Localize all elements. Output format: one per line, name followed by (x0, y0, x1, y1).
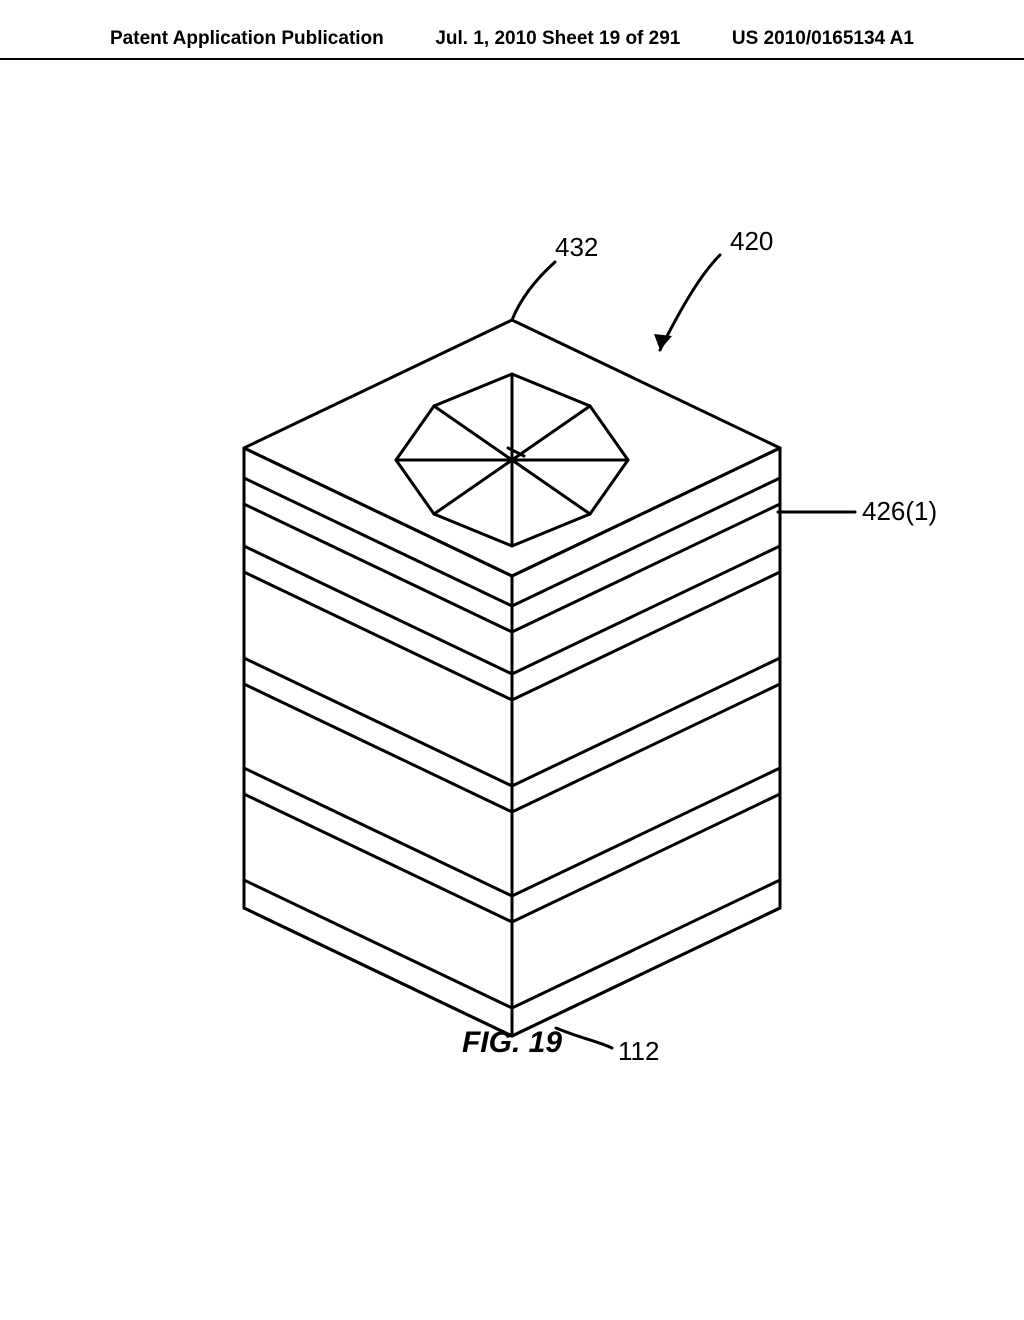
right-face (512, 448, 780, 1036)
figure-caption: FIG. 19 (0, 1026, 1024, 1060)
lead-432 (512, 262, 555, 320)
base-front-edge-r (512, 908, 780, 1036)
page-header: Patent Application Publication Jul. 1, 2… (0, 0, 1024, 60)
figure-19: 420 432 426(1) 112 FIG. 19 (0, 200, 1024, 1100)
lead-420-arrow (654, 334, 672, 350)
header-pubnumber: US 2010/0165134 A1 (732, 28, 914, 50)
figure-svg: 420 432 426(1) 112 (0, 200, 1024, 1100)
left-face (244, 448, 512, 1036)
ref-420: 420 (730, 226, 773, 256)
lens-segments (396, 374, 628, 546)
base-front-edge (244, 908, 512, 1036)
ref-432: 432 (555, 232, 598, 262)
ref-426: 426(1) (862, 496, 937, 526)
header-date-sheet: Jul. 1, 2010 Sheet 19 of 291 (435, 28, 680, 50)
header-publication: Patent Application Publication (110, 28, 384, 50)
